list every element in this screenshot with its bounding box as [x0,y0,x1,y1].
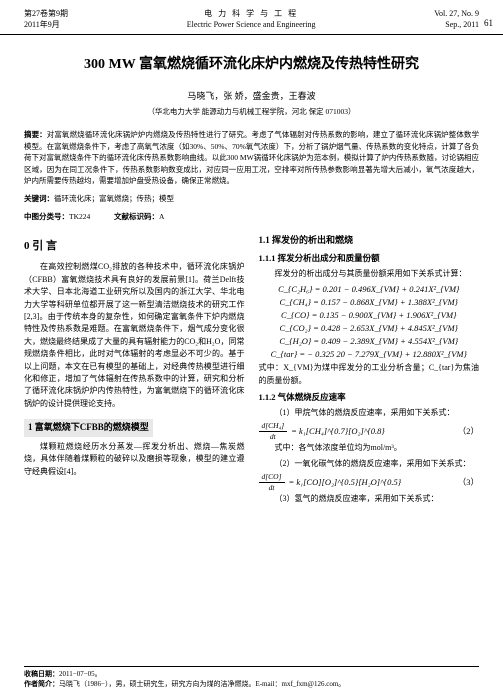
left-column: 0 引 言 在高效控制燃煤CO₂排放的各种技术中，循环流化床锅炉（CFBB）富氧… [24,228,245,508]
volume-issue-cn: 第27卷第9期 [24,8,68,19]
journal-title-cn: 电 力 科 学 与 工 程 [187,8,316,19]
eq3-number: （3） [458,477,479,488]
date-en: Sep., 2011 [434,19,479,30]
frac-co: d[CO] dt [259,473,285,491]
sec112-title: 1.1.2 气体燃烧反应速率 [259,391,480,404]
class-value1: TK224 [69,212,90,221]
page-number: 61 [484,18,493,28]
eq3-rhs: = k₁[CO][O₂]^{0.5}[H₂O]^{0.5} [289,477,402,488]
sec1-title: 1 富氧燃烧下CFBB的燃烧模型 [24,419,153,437]
received-label: 收稿日期： [24,670,59,678]
date-cn: 2011年9月 [24,19,68,30]
frac-ch4: d[CH₄] dt [259,422,288,440]
sec0-para1: 在高效控制燃煤CO₂排放的各种技术中，循环流化床锅炉（CFBB）富氧燃烧技术具有… [24,261,245,410]
sec112-item1: （1）甲烷气体的燃烧反应速率，采用如下关系式： [259,407,480,419]
keywords-block: 关键词：循环流化床；富氧燃烧；传热；模型 [0,193,503,205]
eq3-num-top: d[CO] [259,473,285,483]
sec11-title: 1.1 挥发份的析出和燃烧 [259,234,480,248]
eq2-rhs: = k₁[CH₄]^{0.7}[O₂]^{0.8} [291,426,385,437]
eq-c2h6: C_{C₂H₆} = 0.201 − 0.496X_{VM} + 0.241X²… [259,284,480,295]
eq2-number: （2） [458,426,479,437]
authors: 马晓飞，张 娇，盛金贵，王春波 [0,89,503,102]
sec112-item3: （3）氢气的燃烧反应速率，采用如下关系式： [259,493,480,505]
abstract-label: 摘要： [24,130,47,139]
eq-note: 式中：X_{VM}为煤中挥发分的工业分析含量；C_{tar}为焦油的质量份额。 [259,362,480,387]
eq2-num-top: d[CH₄] [259,422,288,432]
abstract-text: 对富氧燃烧循环流化床锅炉炉内燃烧及传热特性进行了研究。考虑了气体辐射对传热系数的… [24,130,479,186]
author-info-line: 作者简介：马晓飞（1986−），男，硕士研究生，研究方向为煤的洁净燃烧。E-ma… [24,680,479,690]
eq-co2: C_{CO₂} = 0.428 − 2.653X_{VM} + 4.845X²_… [259,323,480,334]
author-info-label: 作者简介： [24,680,59,688]
class-label1: 中图分类号： [24,212,69,221]
sec111-para1: 挥发分的析出成分与其质量份额采用如下关系式计算： [259,268,480,280]
paper-title: 300 MW 富氧燃烧循环流化床炉内燃烧及传热特性研究 [18,55,485,75]
eq2-num-bot: dt [267,432,279,441]
header-right: Vol. 27, No. 9 Sep., 2011 [434,8,479,30]
footer-block: 收稿日期：2011−07−05。 作者简介：马晓飞（1986−），男，硕士研究生… [24,666,479,690]
eq-h2o: C_{H₂O} = 0.409 − 2.389X_{VM} + 4.554X²_… [259,336,480,347]
sec1-para1: 煤颗粒燃烧经历水分蒸发—挥发分析出、燃烧—焦炭燃烧，具体伴随着煤颗粒的破碎以及磨… [24,441,245,478]
classification-block: 中图分类号：TK224 文献标识码：A [0,211,503,223]
equation-2: d[CH₄] dt = k₁[CH₄]^{0.7}[O₂]^{0.8} （2） [259,422,480,440]
eq-co: C_{CO} = 0.135 − 0.900X_{VM} + 1.906X²_{… [259,310,480,321]
eq2-note: 式中：各气体浓度单位均为mol/m³。 [259,442,480,454]
sec111-title: 1.1.1 挥发分析出成分和质量份额 [259,252,480,265]
author-info-text: 马晓飞（1986−），男，硕士研究生，研究方向为煤的洁净燃烧。E-mail：mx… [59,680,345,688]
eq3-num-bot: dt [266,483,278,492]
right-column: 1.1 挥发份的析出和燃烧 1.1.1 挥发分析出成分和质量份额 挥发分的析出成… [259,228,480,508]
sec112-item2: （2）一氧化碳气体的燃烧反应速率，采用如下关系式： [259,458,480,470]
keywords-label: 关键词： [24,194,54,203]
volume-issue-en: Vol. 27, No. 9 [434,8,479,19]
received-line: 收稿日期：2011−07−05。 [24,670,479,680]
eq-tar: C_{tar} = − 0.325 20 − 7.279X_{VM} + 12.… [259,349,480,360]
affiliation: （华北电力大学 能源动力与机械工程学院，河北 保定 071003） [0,106,503,117]
equation-3: d[CO] dt = k₁[CO][O₂]^{0.5}[H₂O]^{0.5} （… [259,473,480,491]
sec0-title: 0 引 言 [24,238,245,255]
keywords-text: 循环流化床；富氧燃烧；传热；模型 [54,194,174,203]
header-left: 第27卷第9期 2011年9月 [24,8,68,30]
abstract-block: 摘要：对富氧燃烧循环流化床锅炉炉内燃烧及传热特性进行了研究。考虑了气体辐射对传热… [0,129,503,187]
journal-title-en: Electric Power Science and Engineering [187,19,316,30]
class-value2: A [159,212,164,221]
class-label2: 文献标识码： [114,212,159,221]
body-columns: 0 引 言 在高效控制燃煤CO₂排放的各种技术中，循环流化床锅炉（CFBB）富氧… [0,228,503,508]
header-center: 电 力 科 学 与 工 程 Electric Power Science and… [187,8,316,30]
eq-ch4: C_{CH₄} = 0.157 − 0.868X_{VM} + 1.388X²_… [259,297,480,308]
page-header: 第27卷第9期 2011年9月 电 力 科 学 与 工 程 Electric P… [0,0,503,35]
received-date: 2011−07−05。 [59,670,102,678]
